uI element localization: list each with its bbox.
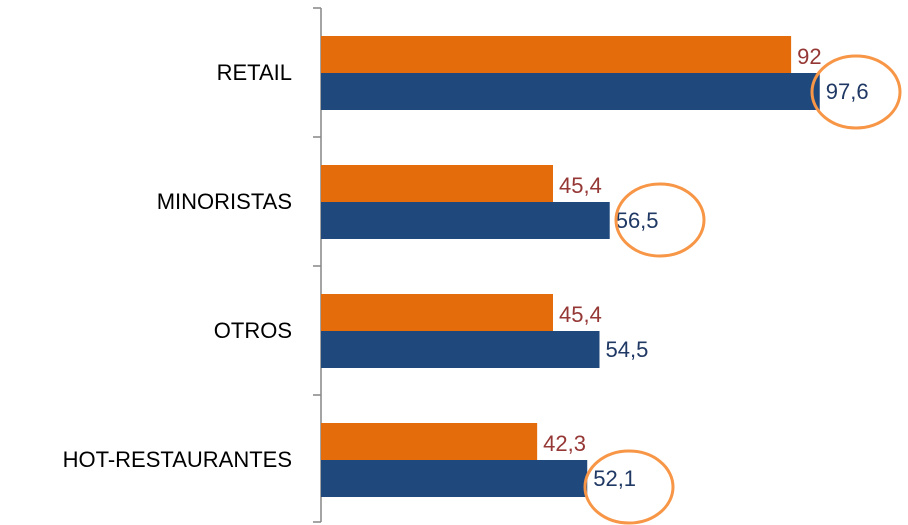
value-label: 45,4 xyxy=(559,173,602,198)
bar xyxy=(321,36,792,73)
bar xyxy=(321,73,820,110)
value-label: 42,3 xyxy=(543,431,586,456)
bar xyxy=(321,202,610,239)
bar xyxy=(321,294,553,331)
highlight-circle xyxy=(614,182,706,258)
highlight-circles xyxy=(583,54,902,525)
bar xyxy=(321,460,588,497)
value-label: 54,5 xyxy=(605,337,648,362)
value-label: 45,4 xyxy=(559,302,602,327)
value-label: 92 xyxy=(797,44,821,69)
category-label: RETAIL xyxy=(217,60,292,85)
category-label: HOT-RESTAURANTES xyxy=(63,447,292,472)
plot: RETAIL9297,6MINORISTAS45,456,5OTROS45,45… xyxy=(63,7,869,523)
value-label: 56,5 xyxy=(616,208,659,233)
category-label: MINORISTAS xyxy=(157,189,292,214)
value-label: 52,1 xyxy=(593,466,636,491)
bar xyxy=(321,165,553,202)
bar xyxy=(321,423,538,460)
category-label: OTROS xyxy=(214,318,292,343)
bar xyxy=(321,331,600,368)
highlight-circle xyxy=(810,54,902,130)
value-label: 97,6 xyxy=(826,79,869,104)
highlight-circle xyxy=(583,449,675,525)
